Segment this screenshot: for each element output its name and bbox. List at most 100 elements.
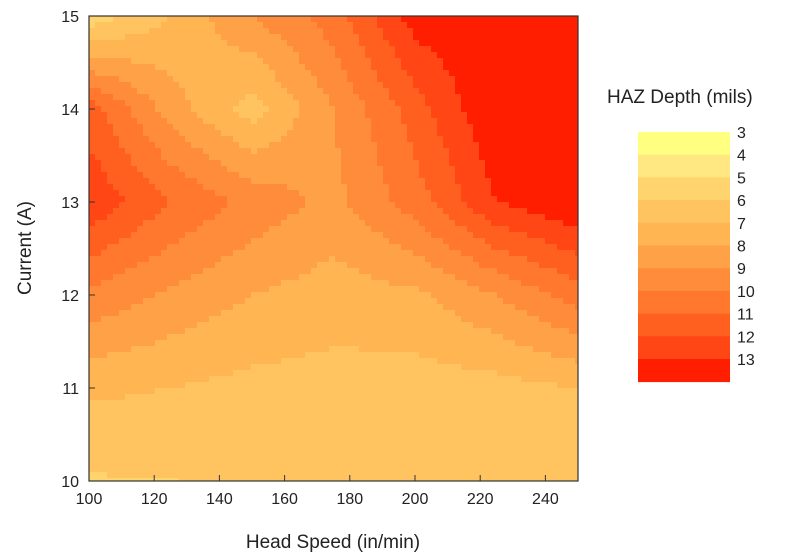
contour-cell xyxy=(467,202,474,209)
contour-cell xyxy=(191,286,198,293)
contour-cell xyxy=(125,334,132,341)
contour-cell xyxy=(401,382,408,389)
contour-cell xyxy=(341,382,348,389)
contour-cell xyxy=(335,310,342,317)
contour-cell xyxy=(251,22,258,29)
contour-cell xyxy=(263,196,270,203)
contour-cell xyxy=(455,124,462,131)
contour-cell xyxy=(431,148,438,155)
contour-cell xyxy=(95,34,102,41)
contour-cell xyxy=(95,154,102,161)
contour-cell xyxy=(317,94,324,101)
contour-cell xyxy=(131,100,138,107)
contour-cell xyxy=(269,358,276,365)
contour-cell xyxy=(281,280,288,287)
contour-cell xyxy=(305,238,312,245)
contour-cell xyxy=(179,130,186,137)
contour-cell xyxy=(425,160,432,167)
contour-cell xyxy=(251,394,258,401)
contour-cell xyxy=(341,370,348,377)
contour-cell xyxy=(389,412,396,419)
contour-cell xyxy=(113,130,120,137)
contour-cell xyxy=(179,352,186,359)
contour-cell xyxy=(377,232,384,239)
contour-cell xyxy=(245,112,252,119)
contour-cell xyxy=(119,154,126,161)
contour-cell xyxy=(131,22,138,29)
contour-cell xyxy=(413,280,420,287)
contour-cell xyxy=(395,424,402,431)
contour-cell xyxy=(329,328,336,335)
contour-cell xyxy=(347,394,354,401)
contour-cell xyxy=(185,196,192,203)
contour-cell xyxy=(401,196,408,203)
contour-cell xyxy=(239,214,246,221)
contour-cell xyxy=(323,310,330,317)
contour-cell xyxy=(239,46,246,53)
contour-cell xyxy=(305,16,312,23)
contour-cell xyxy=(431,442,438,449)
contour-cell xyxy=(197,88,204,95)
contour-cell xyxy=(191,472,198,479)
contour-cell xyxy=(449,256,456,263)
contour-cell xyxy=(431,244,438,251)
contour-cell xyxy=(215,274,222,281)
contour-cell xyxy=(197,190,204,197)
contour-cell xyxy=(413,58,420,65)
contour-cell xyxy=(377,370,384,377)
contour-cell xyxy=(251,418,258,425)
contour-cell xyxy=(179,118,186,125)
contour-cell xyxy=(263,316,270,323)
contour-cell xyxy=(293,250,300,257)
contour-cell xyxy=(197,412,204,419)
contour-cell xyxy=(275,214,282,221)
contour-cell xyxy=(209,334,216,341)
contour-cell xyxy=(197,202,204,209)
contour-cell xyxy=(101,58,108,65)
contour-cell xyxy=(407,358,414,365)
contour-cell xyxy=(437,130,444,137)
contour-cell xyxy=(233,268,240,275)
contour-cell xyxy=(161,172,168,179)
contour-cell xyxy=(89,58,96,65)
contour-cell xyxy=(251,304,258,311)
contour-cell xyxy=(467,328,474,335)
contour-cell xyxy=(227,340,234,347)
contour-cell xyxy=(143,142,150,149)
contour-cell xyxy=(239,394,246,401)
contour-cell xyxy=(383,220,390,227)
contour-cell xyxy=(359,142,366,149)
contour-cell xyxy=(437,124,444,131)
contour-cell xyxy=(227,208,234,215)
contour-cell xyxy=(113,412,120,419)
contour-cell xyxy=(395,46,402,53)
contour-cell xyxy=(449,262,456,269)
contour-cell xyxy=(185,136,192,143)
contour-cell xyxy=(131,298,138,305)
contour-cell xyxy=(203,40,210,47)
contour-cell xyxy=(143,274,150,281)
contour-cell xyxy=(185,310,192,317)
contour-cell xyxy=(257,124,264,131)
contour-cell xyxy=(125,166,132,173)
contour-cell xyxy=(359,298,366,305)
contour-cell xyxy=(125,340,132,347)
contour-cell xyxy=(95,232,102,239)
contour-cell xyxy=(305,184,312,191)
contour-cell xyxy=(407,154,414,161)
contour-cell xyxy=(209,208,216,215)
contour-cell xyxy=(377,82,384,89)
contour-cell xyxy=(191,52,198,59)
contour-cell xyxy=(95,448,102,455)
contour-cell xyxy=(353,376,360,383)
contour-cell xyxy=(431,70,438,77)
contour-cell xyxy=(431,376,438,383)
contour-cell xyxy=(119,64,126,71)
contour-cell xyxy=(137,82,144,89)
contour-cell xyxy=(449,52,456,59)
contour-cell xyxy=(467,226,474,233)
contour-cell xyxy=(209,316,216,323)
contour-cell xyxy=(341,118,348,125)
contour-cell xyxy=(119,142,126,149)
contour-cell xyxy=(161,262,168,269)
